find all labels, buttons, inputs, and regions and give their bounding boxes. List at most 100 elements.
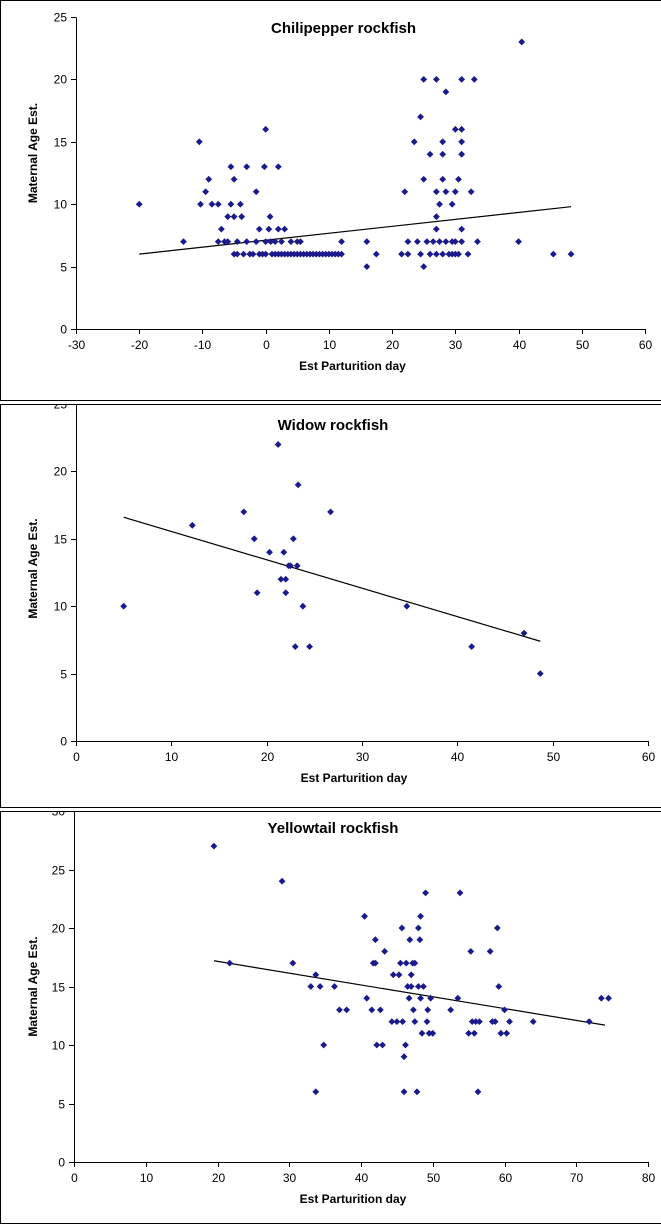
widow-chart-panel: 0 5 10 15 20 25 0 10 20 30 40 50 60 Widow rockfish Est… (0, 404, 661, 808)
data-point (274, 225, 282, 233)
scatter-chart-svg: 0 5 10 15 20 25 -30 -20 -10 0 10 20 30 40 50 60 Chilipep… (0, 0, 661, 401)
yellowtail-chart-panel: 0 5 10 15 20 25 30 0 10 20 30 40 50 60 70 80 Yellowtail … (0, 811, 661, 1224)
x-tick-label: 20 (261, 750, 275, 764)
data-point (372, 250, 380, 258)
data-point (422, 889, 429, 897)
data-point (233, 238, 241, 246)
data-point (454, 994, 462, 1002)
data-point (415, 983, 422, 990)
y-tick-label: 5 (60, 668, 67, 682)
x-tick-label: 0 (71, 1171, 78, 1185)
chart-title: Yellowtail rockfish (268, 820, 399, 837)
data-point (432, 213, 440, 221)
x-tick-label: -30 (68, 338, 86, 352)
data-point (261, 163, 268, 171)
x-tick-label: 10 (140, 1171, 154, 1185)
data-point (432, 76, 440, 83)
data-point (287, 562, 294, 570)
y-tick-label: 25 (54, 11, 68, 25)
data-point (432, 188, 440, 196)
scatter-chart-svg: 0 5 10 15 20 25 30 0 10 20 30 40 50 60 70 80 Yellowtail … (0, 811, 661, 1224)
data-point (436, 238, 443, 246)
data-point (265, 225, 273, 233)
data-point (208, 200, 216, 208)
data-point (266, 213, 274, 221)
data-point (415, 924, 422, 932)
data-point (458, 238, 466, 246)
data-point (420, 76, 428, 83)
x-tick-label: 60 (499, 1171, 513, 1185)
trend-line (139, 206, 572, 255)
data-point (403, 602, 411, 610)
data-point (227, 163, 235, 171)
y-tick-label: 20 (54, 465, 68, 479)
x-tick-label: 20 (386, 338, 400, 352)
data-point (371, 936, 379, 944)
data-point (474, 238, 481, 246)
data-point (520, 629, 528, 637)
y-tick-label: 5 (60, 261, 67, 275)
data-point (407, 971, 415, 979)
data-point (306, 643, 313, 651)
data-point (252, 188, 260, 196)
data-point (458, 125, 466, 133)
data-point (240, 508, 248, 516)
y-axis-label: Maternal Age Est. (26, 936, 40, 1036)
y-tick-label: 5 (58, 1098, 65, 1112)
data-point (243, 163, 251, 171)
data-point (495, 983, 503, 990)
data-point (432, 225, 440, 233)
data-point (297, 238, 304, 246)
data-point (368, 1006, 376, 1014)
data-point (226, 959, 234, 967)
data-point (214, 238, 222, 246)
data-point (307, 983, 315, 990)
data-point (605, 994, 612, 1002)
y-tick-label: 15 (52, 981, 66, 995)
data-point (458, 76, 466, 83)
data-point (423, 238, 431, 246)
data-point (250, 535, 258, 543)
data-point (255, 225, 263, 233)
y-tick-label: 15 (54, 136, 68, 150)
data-point (404, 983, 412, 990)
data-point (467, 948, 475, 955)
data-point (227, 200, 235, 208)
data-point (399, 1018, 407, 1025)
data-point (448, 200, 456, 208)
data-point (424, 1006, 432, 1014)
y-tick-label: 20 (52, 922, 66, 936)
data-point (420, 983, 427, 990)
chart-frame (0, 404, 661, 808)
data-point (381, 948, 389, 955)
scatter-chart-svg: 0 5 10 15 20 25 0 10 20 30 40 50 60 Widow rockfish Est… (0, 404, 661, 808)
data-point (327, 508, 334, 516)
data-point (413, 1088, 421, 1096)
data-point (267, 238, 275, 246)
data-point (427, 994, 434, 1002)
data-point (388, 1018, 396, 1025)
data-point (336, 1006, 343, 1014)
data-point (262, 238, 270, 246)
data-point (379, 1041, 386, 1049)
x-tick-label: 0 (73, 750, 80, 764)
y-tick-label: 0 (60, 735, 67, 749)
data-point (432, 250, 440, 258)
data-point (236, 200, 244, 208)
data-point (439, 250, 447, 258)
data-point (439, 150, 447, 158)
data-point (243, 238, 251, 246)
data-point (597, 994, 605, 1002)
y-tick-label: 10 (52, 1039, 66, 1053)
data-point (393, 1018, 401, 1025)
data-point (472, 1018, 480, 1025)
data-point (331, 983, 338, 990)
data-point (429, 238, 437, 246)
data-point (188, 521, 196, 529)
data-point (417, 250, 424, 258)
data-point (274, 163, 282, 171)
data-point (585, 1018, 593, 1025)
data-point (281, 225, 289, 233)
x-tick-label: 20 (212, 1171, 226, 1185)
x-tick-label: 30 (283, 1171, 297, 1185)
